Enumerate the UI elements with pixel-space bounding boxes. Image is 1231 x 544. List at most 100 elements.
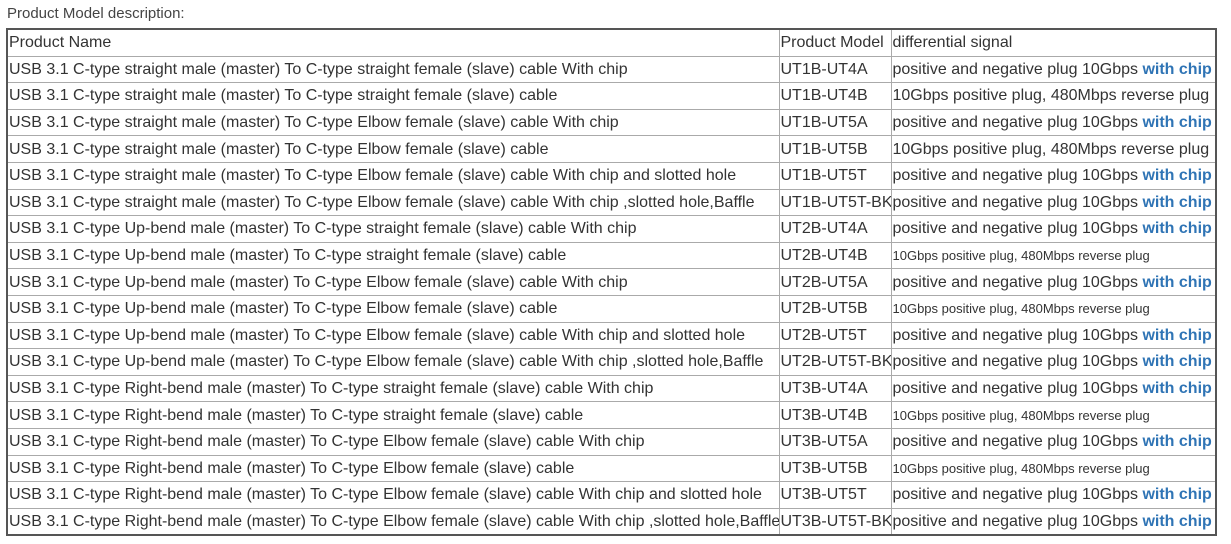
product-name-cell: USB 3.1 C-type straight male (master) To… [6,135,780,163]
product-name-cell: USB 3.1 C-type Up-bend male (master) To … [6,268,780,296]
table-caption: Product Model description: [7,5,185,22]
signal-cell: positive and negative plug 10Gbps with c… [890,108,1217,137]
product-model-cell: UT2B-UT4B [778,241,892,270]
signal-cell: 10Gbps positive plug, 480Mbps reverse pl… [890,294,1217,323]
product-model-cell: UT3B-UT5A [778,427,892,456]
signal-cell: 10Gbps positive plug, 480Mbps reverse pl… [890,241,1217,270]
product-name-cell: USB 3.1 C-type straight male (master) To… [6,108,780,137]
signal-cell: positive and negative plug 10Gbps with c… [890,321,1217,350]
table-row: USB 3.1 C-type straight male (master) To… [6,55,1217,84]
signal-cell: positive and negative plug 10Gbps with c… [890,374,1217,403]
with-chip-label: with chip [1142,486,1212,504]
signal-text: positive and negative plug 10Gbps [892,114,1143,132]
product-model-cell: UT2B-UT4A [778,215,892,243]
product-model-cell: UT1B-UT4A [778,55,892,84]
signal-cell: positive and negative plug 10Gbps with c… [890,427,1217,456]
signal-cell: positive and negative plug 10Gbps with c… [890,215,1217,243]
header-differential-signal: differential signal [890,28,1217,57]
table-row: USB 3.1 C-type straight male (master) To… [6,82,1217,110]
product-model-cell: UT2B-UT5A [778,268,892,296]
signal-text: positive and negative plug 10Gbps [892,220,1143,238]
with-chip-label: with chip [1142,326,1212,344]
header-product-model: Product Model [778,28,892,57]
product-name-cell: USB 3.1 C-type Right-bend male (master) … [6,401,780,429]
signal-cell: positive and negative plug 10Gbps with c… [890,55,1217,84]
product-name-cell: USB 3.1 C-type Right-bend male (master) … [6,507,780,536]
signal-text: 10Gbps positive plug, 480Mbps reverse pl… [892,140,1210,158]
table-row: USB 3.1 C-type straight male (master) To… [6,135,1217,163]
signal-text: positive and negative plug 10Gbps [892,273,1143,291]
product-model-cell: UT1B-UT5T [778,161,892,190]
table-row: USB 3.1 C-type straight male (master) To… [6,188,1217,217]
table-row: USB 3.1 C-type Right-bend male (master) … [6,481,1217,509]
with-chip-label: with chip [1142,167,1212,185]
signal-text: 10Gbps positive plug, 480Mbps reverse pl… [892,248,1150,264]
signal-text: positive and negative plug 10Gbps [892,353,1143,371]
with-chip-label: with chip [1142,353,1212,371]
table-row: USB 3.1 C-type Up-bend male (master) To … [6,294,1217,323]
header-product-name: Product Name [6,28,780,57]
table-row: USB 3.1 C-type Up-bend male (master) To … [6,348,1217,376]
table-row: USB 3.1 C-type Up-bend male (master) To … [6,268,1217,296]
product-model-cell: UT2B-UT5T-BK [778,348,892,376]
product-model-cell: UT3B-UT4B [778,401,892,429]
product-model-cell: UT2B-UT5T [778,321,892,350]
table-row: USB 3.1 C-type Up-bend male (master) To … [6,215,1217,243]
signal-text: 10Gbps positive plug, 480Mbps reverse pl… [892,460,1150,476]
signal-cell: positive and negative plug 10Gbps with c… [890,161,1217,190]
with-chip-label: with chip [1142,273,1212,291]
product-model-cell: UT3B-UT5T-BK [778,507,892,536]
signal-cell: 10Gbps positive plug, 480Mbps reverse pl… [890,82,1217,110]
product-model-cell: UT2B-UT5B [778,294,892,323]
signal-cell: 10Gbps positive plug, 480Mbps reverse pl… [890,135,1217,163]
signal-text: positive and negative plug 10Gbps [892,60,1143,78]
product-model-cell: UT3B-UT5T [778,481,892,509]
product-name-cell: USB 3.1 C-type Up-bend male (master) To … [6,294,780,323]
signal-text: 10Gbps positive plug, 480Mbps reverse pl… [892,301,1150,317]
table-row: USB 3.1 C-type Right-bend male (master) … [6,401,1217,429]
with-chip-label: with chip [1142,220,1212,238]
signal-cell: 10Gbps positive plug, 480Mbps reverse pl… [890,401,1217,429]
product-model-cell: UT1B-UT5B [778,135,892,163]
table-row: USB 3.1 C-type Up-bend male (master) To … [6,321,1217,350]
with-chip-label: with chip [1142,114,1212,132]
signal-cell: positive and negative plug 10Gbps with c… [890,481,1217,509]
product-model-cell: UT3B-UT4A [778,374,892,403]
product-name-cell: USB 3.1 C-type Right-bend male (master) … [6,481,780,509]
table-row: USB 3.1 C-type Right-bend male (master) … [6,427,1217,456]
signal-cell: positive and negative plug 10Gbps with c… [890,268,1217,296]
signal-text: positive and negative plug 10Gbps [892,326,1143,344]
product-model-cell: UT1B-UT4B [778,82,892,110]
table-row: USB 3.1 C-type Right-bend male (master) … [6,454,1217,483]
signal-cell: positive and negative plug 10Gbps with c… [890,348,1217,376]
with-chip-label: with chip [1142,380,1212,398]
signal-cell: 10Gbps positive plug, 480Mbps reverse pl… [890,454,1217,483]
product-name-cell: USB 3.1 C-type Right-bend male (master) … [6,374,780,403]
product-model-cell: UT3B-UT5B [778,454,892,483]
table-row: USB 3.1 C-type straight male (master) To… [6,161,1217,190]
header-row: Product Name Product Model differential … [6,28,1217,57]
with-chip-label: with chip [1142,433,1212,451]
product-name-cell: USB 3.1 C-type Up-bend male (master) To … [6,215,780,243]
table-row: USB 3.1 C-type straight male (master) To… [6,108,1217,137]
signal-text: positive and negative plug 10Gbps [892,193,1143,211]
product-model-cell: UT1B-UT5A [778,108,892,137]
signal-text: positive and negative plug 10Gbps [892,380,1143,398]
product-model-table: Product Name Product Model differential … [6,28,1217,537]
product-name-cell: USB 3.1 C-type Up-bend male (master) To … [6,348,780,376]
product-name-cell: USB 3.1 C-type Right-bend male (master) … [6,427,780,456]
signal-text: 10Gbps positive plug, 480Mbps reverse pl… [892,87,1210,105]
table-row: USB 3.1 C-type Right-bend male (master) … [6,507,1217,536]
with-chip-label: with chip [1142,193,1212,211]
signal-text: positive and negative plug 10Gbps [892,512,1143,530]
table-row: USB 3.1 C-type Right-bend male (master) … [6,374,1217,403]
signal-cell: positive and negative plug 10Gbps with c… [890,188,1217,217]
product-name-cell: USB 3.1 C-type straight male (master) To… [6,55,780,84]
product-name-cell: USB 3.1 C-type Right-bend male (master) … [6,454,780,483]
product-name-cell: USB 3.1 C-type straight male (master) To… [6,188,780,217]
with-chip-label: with chip [1142,60,1212,78]
table-row: USB 3.1 C-type Up-bend male (master) To … [6,241,1217,270]
signal-text: positive and negative plug 10Gbps [892,433,1143,451]
signal-text: positive and negative plug 10Gbps [892,486,1143,504]
product-model-cell: UT1B-UT5T-BK [778,188,892,217]
